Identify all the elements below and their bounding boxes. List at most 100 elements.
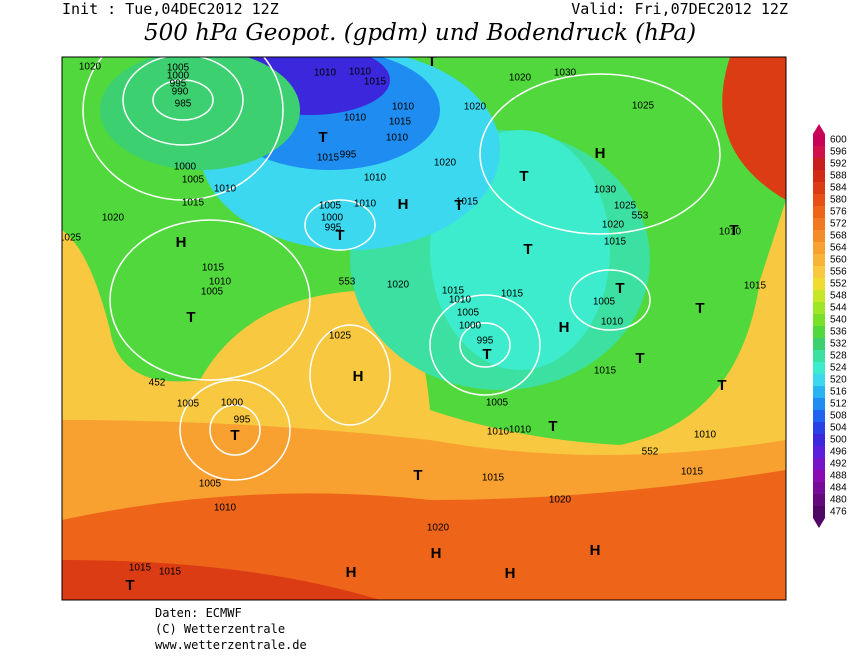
- isobar-label: 1005: [177, 399, 200, 410]
- pressure-center: T: [717, 377, 726, 394]
- colorbar-swatch: [813, 470, 825, 482]
- pressure-center: T: [318, 129, 327, 146]
- colorbar-swatch: [813, 254, 825, 266]
- colorbar-swatch: [813, 458, 825, 470]
- isobar-label: 1030: [554, 68, 577, 79]
- isobar-label: 995: [234, 415, 251, 426]
- isobar-label: 1030: [594, 185, 617, 196]
- isobar-label: 1010: [354, 199, 377, 210]
- pressure-center: H: [346, 564, 357, 581]
- pressure-center: T: [635, 350, 644, 367]
- isobar-label: 1015: [456, 197, 479, 208]
- colorbar-label: 576: [830, 207, 847, 218]
- isobar-label: 995: [170, 79, 187, 90]
- colorbar-label: 560: [830, 255, 847, 266]
- colorbar-cap: [813, 124, 825, 134]
- colorbar-swatch: [813, 278, 825, 290]
- colorbar-label: 548: [830, 291, 847, 302]
- pressure-center: H: [590, 542, 601, 559]
- isobar-label: 1020: [102, 213, 125, 224]
- isobar-label: 1010: [344, 113, 367, 124]
- isobar-label: 1010: [601, 317, 624, 328]
- isobar-label: 1000: [221, 398, 244, 409]
- isobar-label: 1015: [744, 281, 767, 292]
- colorbar-label: 504: [830, 423, 847, 434]
- isobar-label: 995: [325, 223, 342, 234]
- footer-line: (C) Wetterzentrale: [155, 622, 285, 636]
- isobar-label: 990: [172, 87, 189, 98]
- colorbar-label: 520: [830, 375, 847, 386]
- isobar-label: 1015: [442, 286, 465, 297]
- isobar-label: 1005: [199, 479, 222, 490]
- isobar-label: 553: [632, 211, 649, 222]
- colorbar-swatch: [813, 146, 825, 158]
- isobar-label: 1020: [427, 523, 450, 534]
- colorbar-label: 544: [830, 303, 847, 314]
- isobar-label: 1010: [509, 425, 532, 436]
- pressure-center: T: [729, 222, 738, 239]
- colorbar-label: 592: [830, 159, 847, 170]
- colorbar-swatch: [813, 338, 825, 350]
- colorbar-label: 532: [830, 339, 847, 350]
- isobar-label: 1010: [314, 68, 337, 79]
- colorbar-swatch: [813, 182, 825, 194]
- isobar-label: 1010: [694, 430, 717, 441]
- isobar-label: 995: [477, 336, 494, 347]
- colorbar-swatch: [813, 434, 825, 446]
- colorbar-swatch: [813, 398, 825, 410]
- isobar-label: 553: [339, 277, 356, 288]
- title: 500 hPa Geopot. (gpdm) und Bodendruck (h…: [144, 20, 696, 46]
- pressure-center: T: [335, 227, 344, 244]
- colorbar-label: 572: [830, 219, 847, 230]
- pressure-center: H: [176, 234, 187, 251]
- colorbar-label: 556: [830, 267, 847, 278]
- isobar-label: 1005: [593, 297, 616, 308]
- isobar-label: 1015: [681, 467, 704, 478]
- isobar-label: 1000: [321, 213, 344, 224]
- isobar-label: 1000: [167, 71, 190, 82]
- colorbar-label: 588: [830, 171, 847, 182]
- colorbar-swatch: [813, 482, 825, 494]
- colorbar-label: 516: [830, 387, 847, 398]
- isobar-label: 1010: [449, 295, 472, 306]
- isobar-label: 1020: [464, 102, 487, 113]
- pressure-center: T: [413, 467, 422, 484]
- pressure-center: T: [125, 577, 134, 594]
- colorbar-swatch: [813, 446, 825, 458]
- isobar-label: 1000: [174, 162, 197, 173]
- colorbar-swatch: [813, 410, 825, 422]
- colorbar-label: 524: [830, 363, 847, 374]
- isobar-label: 1010: [392, 102, 415, 113]
- isobar-label: 1010: [364, 173, 387, 184]
- pressure-center: H: [398, 196, 409, 213]
- isobar-label: 452: [149, 378, 166, 389]
- isobar-label: 1000: [459, 321, 482, 332]
- pressure-center: H: [353, 368, 364, 385]
- colorbar-label: 488: [830, 471, 847, 482]
- isobar-label: 1015: [202, 263, 225, 274]
- isobar-label: 1015: [159, 567, 182, 578]
- colorbar-label: 536: [830, 327, 847, 338]
- colorbar-swatch: [813, 194, 825, 206]
- colorbar-swatch: [813, 494, 825, 506]
- colorbar-label: 564: [830, 243, 847, 254]
- colorbar-swatch: [813, 230, 825, 242]
- map-frame: [61, 56, 787, 601]
- colorbar-swatch: [813, 374, 825, 386]
- colorbar-swatch: [813, 158, 825, 170]
- isobar-label: 985: [175, 99, 192, 110]
- isobar-label: 1010: [214, 503, 237, 514]
- colorbar-label: 540: [830, 315, 847, 326]
- valid-time: Valid: Fri,07DEC2012 12Z: [571, 0, 788, 18]
- isobar-label: 1010: [209, 277, 232, 288]
- footer-line: www.wetterzentrale.de: [155, 638, 307, 652]
- pressure-center: H: [505, 565, 516, 582]
- colorbar-label: 596: [830, 147, 847, 158]
- colorbar-label: 508: [830, 411, 847, 422]
- isobar-label: 1020: [549, 495, 572, 506]
- colorbar-swatch: [813, 134, 825, 146]
- isobar-label: 1005: [167, 63, 190, 74]
- pressure-center: T: [427, 53, 436, 70]
- isobar-label: 1020: [387, 280, 410, 291]
